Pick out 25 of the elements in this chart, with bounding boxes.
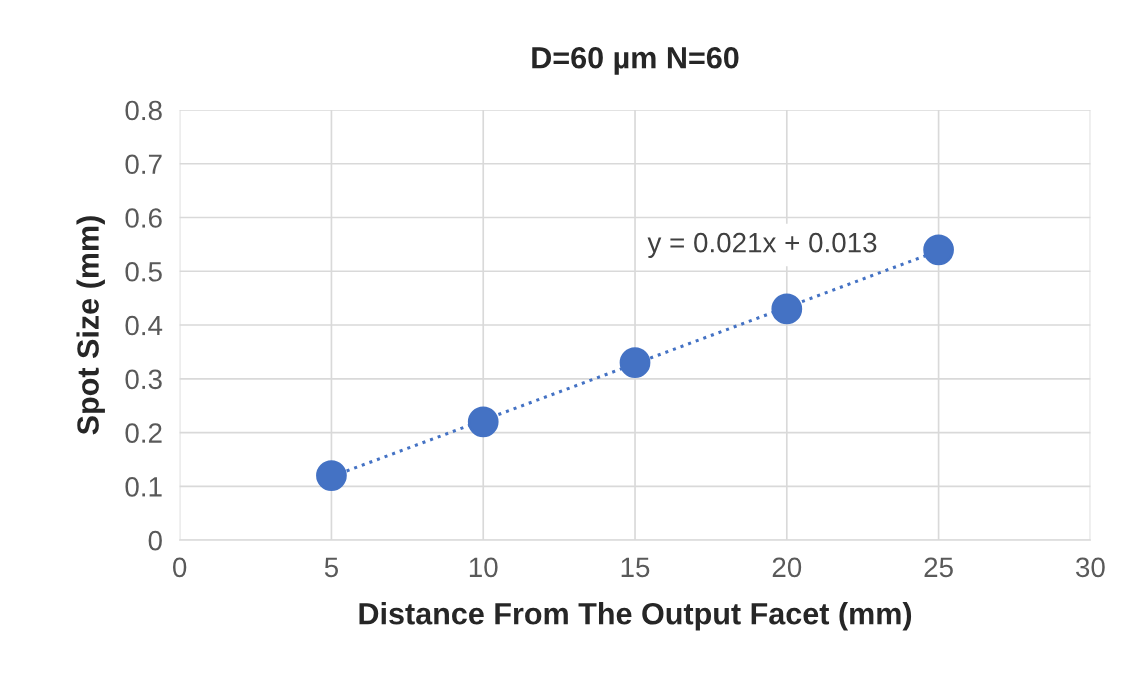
y-tick-label: 0 — [148, 530, 162, 551]
y-tick-label: 0.3 — [125, 369, 162, 390]
y-tick-label: 0.7 — [125, 154, 162, 175]
point — [923, 234, 954, 266]
x-axis-title: Distance From The Output Facet (mm) — [359, 602, 912, 631]
x-tick-label: 10 — [469, 557, 498, 578]
y-tick-label: 0.2 — [125, 423, 162, 443]
chart-title: D=60 µm N=60 — [532, 46, 739, 75]
x-tick-label: 20 — [772, 557, 802, 578]
point — [467, 406, 499, 438]
y-tick-label: 0.8 — [125, 100, 162, 121]
point — [619, 347, 651, 379]
x-tick-label: 30 — [1075, 557, 1105, 578]
y-tick-label: 0.6 — [125, 208, 162, 228]
annotation: y = 0.021x + 0.013 — [647, 232, 877, 258]
point — [316, 460, 347, 491]
x-tick-label: 0 — [173, 557, 187, 578]
x-tick-label: 5 — [324, 557, 338, 578]
x-tick-label: 25 — [924, 557, 953, 578]
x-tick-label: 15 — [621, 557, 650, 578]
y-tick-label: 0.1 — [125, 477, 162, 497]
y-axis-title: Spot Size (mm) — [76, 216, 105, 435]
point — [771, 293, 803, 325]
y-tick-label: 0.5 — [125, 261, 162, 282]
y-tick-label: 0.4 — [125, 315, 163, 336]
